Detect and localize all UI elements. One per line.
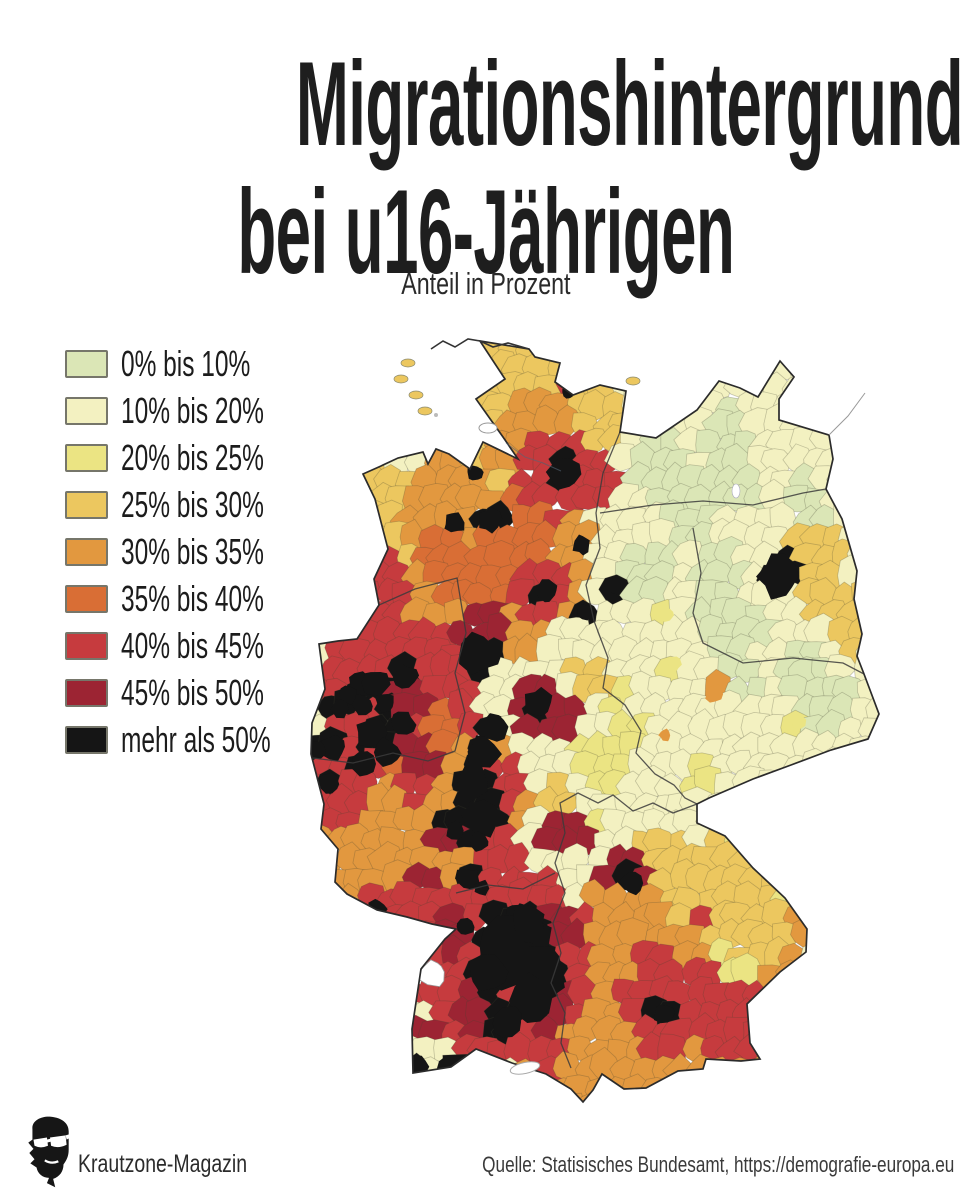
footer-source: Quelle: Statisisches Bundesamt, https://…: [481, 1152, 954, 1177]
legend-swatch: [65, 444, 108, 472]
map-svg: [310, 338, 880, 1104]
legend-item: 10% bis 20%: [65, 390, 341, 431]
legend-label: 40% bis 45%: [121, 625, 264, 666]
map-districts: [311, 341, 879, 1102]
legend-swatch: [65, 679, 108, 707]
lake-mueritz: [731, 483, 741, 499]
footer-brand: Krautzone-Magazin: [78, 1150, 248, 1178]
legend-item: 30% bis 35%: [65, 531, 341, 572]
legend-label: 25% bis 30%: [121, 484, 264, 525]
germany-outline: [310, 339, 880, 1104]
legend: 0% bis 10% 10% bis 20% 20% bis 25% 25% bis …: [65, 343, 341, 773]
island: [408, 390, 424, 400]
germany-choropleth-map: [303, 333, 898, 1138]
legend-label: mehr als 50%: [121, 719, 271, 760]
island: [625, 376, 641, 386]
legend-label: 35% bis 40%: [121, 578, 264, 619]
legend-label: 0% bis 10%: [121, 343, 251, 384]
lake-constance: [509, 1061, 541, 1075]
island: [393, 374, 409, 384]
legend-label: 45% bis 50%: [121, 672, 264, 713]
legend-item: 25% bis 30%: [65, 484, 341, 525]
legend-label: 30% bis 35%: [121, 531, 264, 572]
legend-swatch: [65, 350, 108, 378]
page-title: Migrationshintergrund bei u16-Jährigen: [0, 40, 972, 297]
legend-swatch: [65, 491, 108, 519]
legend-item: mehr als 50%: [65, 719, 341, 760]
legend-item: 45% bis 50%: [65, 672, 341, 713]
legend-swatch: [65, 538, 108, 566]
legend-label: 10% bis 20%: [121, 390, 264, 431]
island: [478, 422, 498, 434]
subtitle: Anteil in Prozent: [401, 266, 571, 301]
legend-swatch: [65, 397, 108, 425]
legend-swatch: [65, 632, 108, 660]
krautzone-logo-icon: [28, 1116, 71, 1188]
island: [417, 406, 433, 416]
legend-swatch: [65, 585, 108, 613]
title-line-1: Migrationshintergrund: [295, 37, 964, 171]
legend-item: 40% bis 45%: [65, 625, 341, 666]
legend-item: 0% bis 10%: [65, 343, 341, 384]
legend-label: 20% bis 25%: [121, 437, 264, 478]
title-line-2: bei u16-Jährigen: [237, 165, 735, 300]
legend-swatch: [65, 726, 108, 754]
legend-item: 20% bis 25%: [65, 437, 341, 478]
legend-item: 35% bis 40%: [65, 578, 341, 619]
island: [400, 358, 416, 368]
